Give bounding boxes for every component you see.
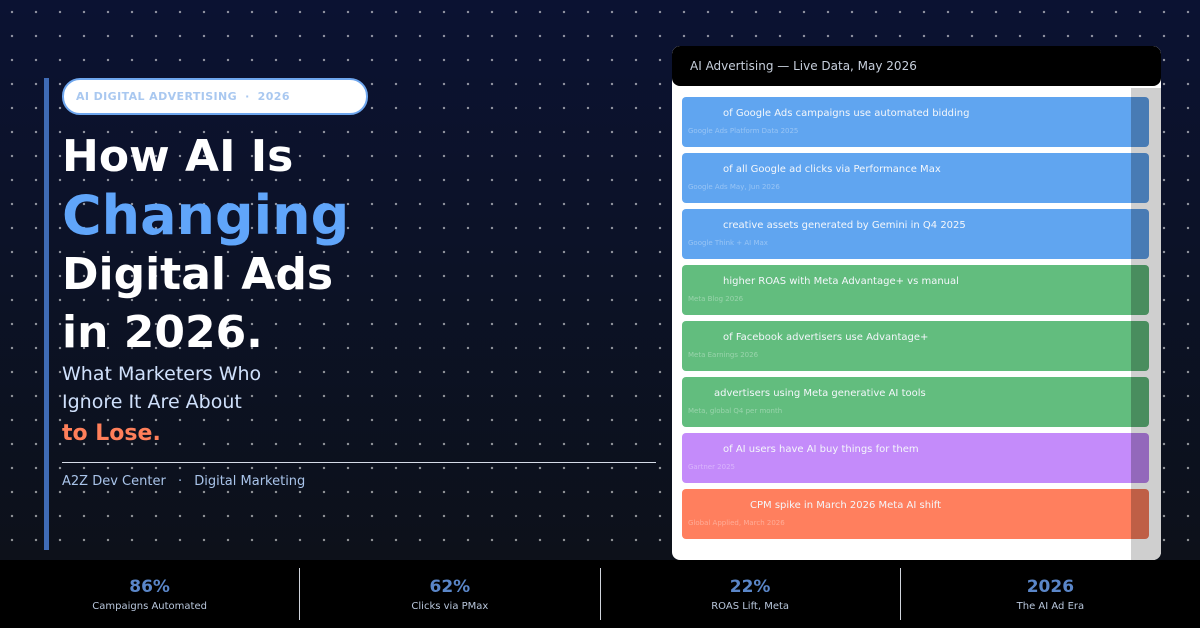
data-row: CPM spike in March 2026 Meta AI shift Glo… [682, 489, 1149, 539]
badge-year: 2026 [257, 90, 290, 103]
row-text: of Facebook advertisers use Advantage+ [723, 332, 929, 343]
row-source: Google Think + AI Max [688, 239, 768, 247]
byline-category: Digital Marketing [194, 474, 306, 489]
row-text: advertisers using Meta generative AI too… [714, 388, 926, 399]
stat-value: 2026 [1026, 576, 1075, 597]
byline: A2Z Dev Center · Digital Marketing [62, 474, 305, 489]
panel-title: AI Advertising — Live Data, May 2026 [690, 59, 917, 73]
page-title: How AI Is Changing Digital Ads in 2026. [62, 128, 482, 362]
row-source: Meta Earnings 2026 [688, 351, 759, 359]
row-source: Google Ads Platform Data 2025 [688, 127, 799, 135]
row-source: Gartner 2025 [688, 463, 735, 471]
accent-bar [44, 78, 49, 550]
panel-header: AI Advertising — Live Data, May 2026 [672, 46, 1161, 86]
subtitle-line-1: What Marketers Who [62, 363, 262, 385]
stat-value: 22% [729, 576, 771, 597]
title-highlight: Changing [62, 184, 350, 247]
row-source: Meta Blog 2026 [688, 295, 744, 303]
row-text: higher ROAS with Meta Advantage+ vs manu… [723, 276, 959, 287]
stat-clicks: 62% Clicks via PMax [300, 568, 601, 620]
category-badge: AI DIGITAL ADVERTISING · 2026 [62, 78, 368, 115]
live-data-panel: AI Advertising — Live Data, May 2026 of … [672, 46, 1161, 560]
data-row: advertisers using Meta generative AI too… [682, 377, 1149, 427]
stats-bar: 86% Campaigns Automated 62% Clicks via P… [0, 560, 1200, 628]
row-source: Google Ads May, Jun 2026 [688, 183, 780, 191]
badge-separator: · [245, 90, 250, 103]
data-row: creative assets generated by Gemini in Q… [682, 209, 1149, 259]
title-line-4: in 2026. [62, 307, 263, 358]
stat-era: 2026 The AI Ad Era [901, 568, 1200, 620]
data-row: of Facebook advertisers use Advantage+ Me… [682, 321, 1149, 371]
stat-campaigns: 86% Campaigns Automated [0, 568, 301, 620]
stat-label: Clicks via PMax [411, 600, 489, 612]
row-text: of AI users have AI buy things for them [723, 444, 919, 455]
stat-value: 62% [429, 576, 471, 597]
stat-label: Campaigns Automated [92, 600, 207, 612]
subtitle: What Marketers Who Ignore It Are About t… [62, 360, 362, 448]
title-line-1: How AI Is [62, 131, 294, 182]
row-text: creative assets generated by Gemini in Q… [723, 220, 966, 231]
stat-label: The AI Ad Era [1016, 600, 1085, 612]
row-source: Meta, global Q4 per month [688, 407, 783, 415]
stat-label: ROAS Lift, Meta [711, 600, 790, 612]
row-source: Global Applied, March 2026 [688, 519, 785, 527]
data-row: of AI users have AI buy things for them G… [682, 433, 1149, 483]
stat-roas: 22% ROAS Lift, Meta [601, 568, 901, 620]
byline-separator: · [177, 474, 183, 489]
byline-publisher: A2Z Dev Center [62, 474, 166, 489]
data-row: higher ROAS with Meta Advantage+ vs manu… [682, 265, 1149, 315]
data-row: of Google Ads campaigns use automated bi… [682, 97, 1149, 147]
badge-category: AI DIGITAL ADVERTISING [76, 90, 238, 103]
row-text: of Google Ads campaigns use automated bi… [723, 108, 970, 119]
row-text: of all Google ad clicks via Performance … [723, 164, 941, 175]
subtitle-emphasis: to Lose. [62, 421, 161, 446]
row-text: CPM spike in March 2026 Meta AI shift [750, 500, 942, 511]
title-line-3: Digital Ads [62, 249, 334, 300]
data-rows: of Google Ads campaigns use automated bi… [682, 97, 1149, 545]
data-row: of all Google ad clicks via Performance … [682, 153, 1149, 203]
subtitle-line-2: Ignore It Are About [62, 391, 242, 413]
stat-value: 86% [129, 576, 170, 597]
divider [62, 462, 656, 463]
